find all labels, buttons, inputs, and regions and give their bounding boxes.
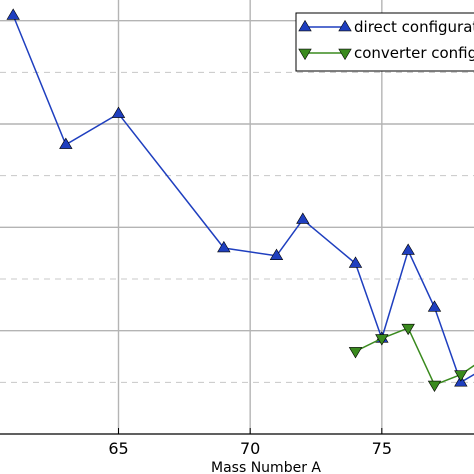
x-tick-label: 70 xyxy=(240,439,260,458)
x-ticks: 65 70 75 xyxy=(108,428,392,458)
data-point-converter xyxy=(348,347,363,359)
minor-grid xyxy=(0,71,474,383)
data-point-converter xyxy=(375,334,389,346)
data-point-converter xyxy=(454,370,468,382)
legend-swatch-marker xyxy=(338,48,352,61)
data-point-direct xyxy=(217,240,231,253)
data-point-converter xyxy=(427,380,442,393)
data-point-converter xyxy=(401,323,415,336)
data-point-direct xyxy=(348,256,363,268)
data-point-direct xyxy=(427,300,442,312)
data-point-direct xyxy=(111,106,126,118)
data-point-direct xyxy=(59,137,73,149)
legend-box xyxy=(295,12,474,72)
x-tick-label: 75 xyxy=(372,439,392,458)
legend-label: direct configuration xyxy=(354,18,474,36)
data-point-direct xyxy=(296,212,310,224)
data-point-direct xyxy=(6,8,20,20)
legend-swatch-marker xyxy=(298,48,312,61)
legend-swatch-marker xyxy=(338,19,352,32)
data-point-direct xyxy=(269,248,284,260)
series-layer xyxy=(6,8,474,393)
data-point-direct xyxy=(401,243,415,255)
legend-entries: direct configuration converter configurat… xyxy=(298,18,474,62)
legend-label: converter configuration xyxy=(354,44,474,62)
legend: direct configuration converter configurat… xyxy=(295,12,474,72)
x-axis-label: Mass Number A xyxy=(211,460,321,474)
x-tick-label: 65 xyxy=(108,439,128,458)
legend-swatch-marker xyxy=(298,19,312,32)
series-line-converter xyxy=(355,327,474,386)
series-line-direct xyxy=(12,15,474,384)
